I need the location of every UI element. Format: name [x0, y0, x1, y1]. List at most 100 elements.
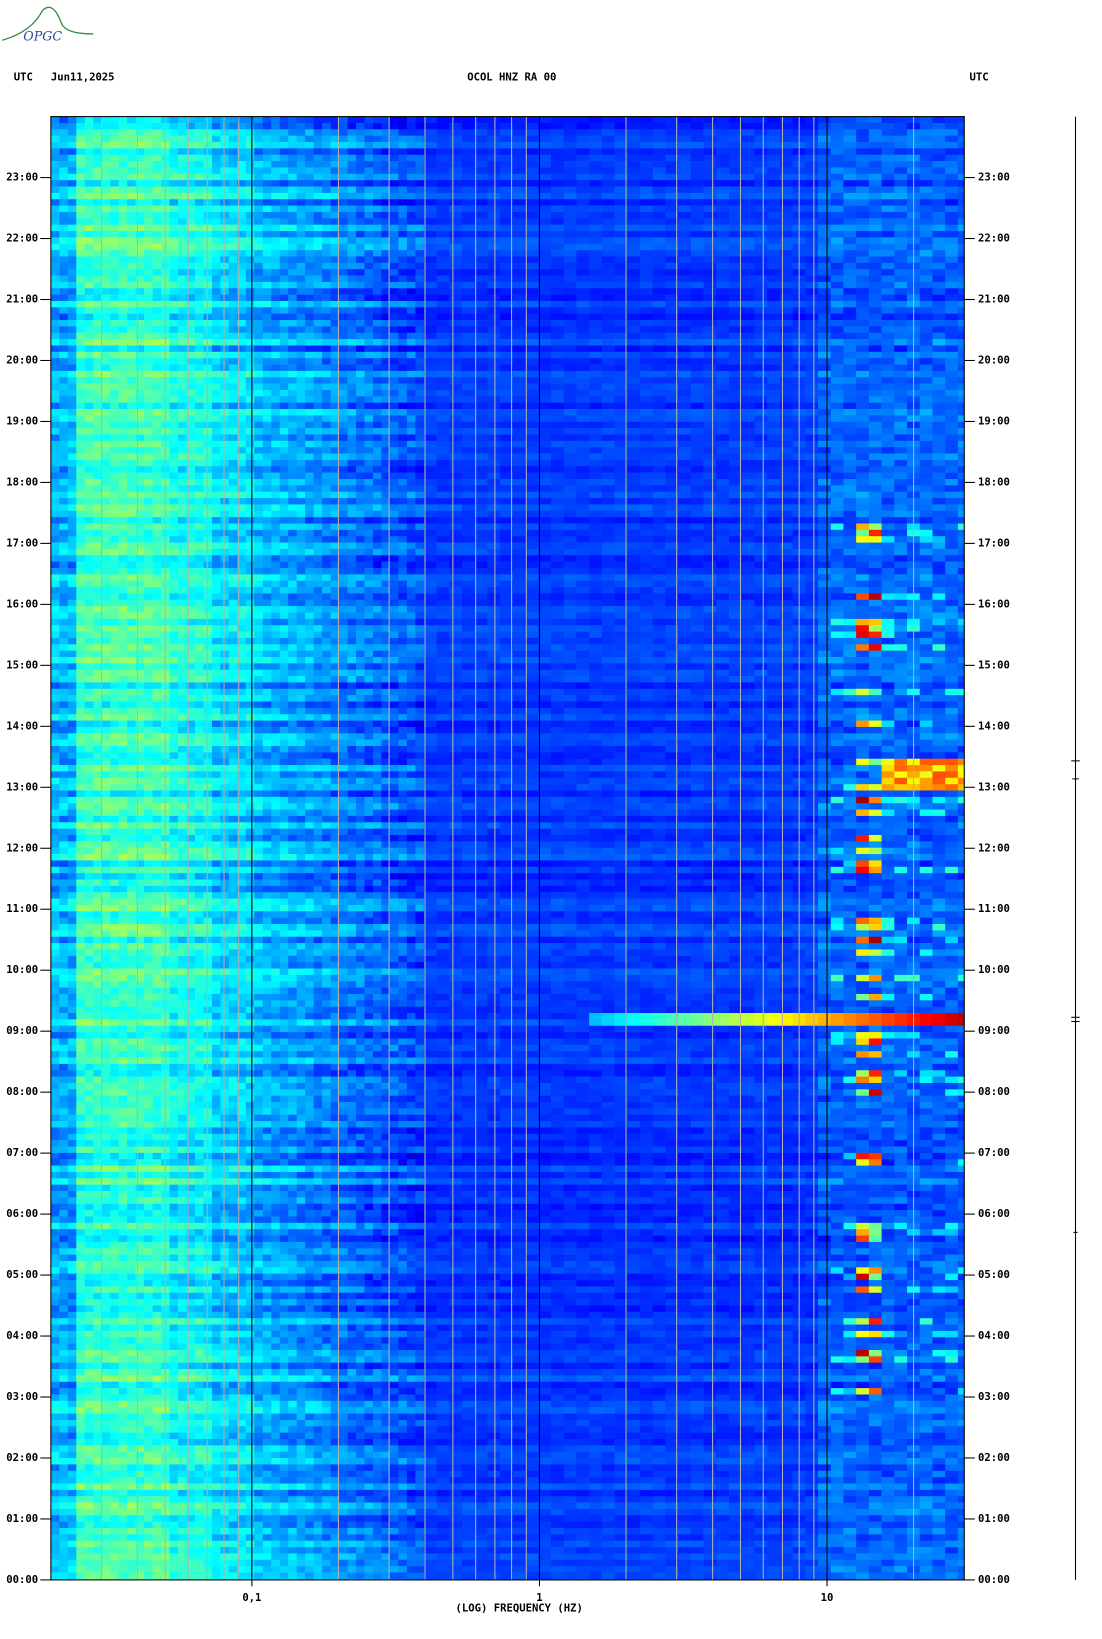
spectrogram-cell: [818, 332, 832, 340]
spectrogram-cell: [487, 339, 501, 346]
spectrogram-cell: [76, 428, 86, 435]
spectrogram-cell: [627, 218, 641, 225]
spectrogram-cell: [461, 307, 476, 315]
spectrogram-cell: [767, 122, 781, 130]
spectrogram-cell: [381, 275, 391, 283]
spectrogram-cell: [110, 383, 119, 391]
spectrogram-cell: [551, 326, 565, 334]
spectrogram-cell: [288, 148, 298, 156]
spectrogram-cell: [423, 173, 437, 181]
spectrogram-cell: [487, 256, 501, 264]
spectrogram-cell: [894, 351, 908, 359]
spectrogram-cell: [779, 224, 793, 232]
spectrogram-cell: [313, 415, 323, 423]
spectrogram-cell: [152, 231, 162, 238]
spectrogram-cell: [186, 478, 196, 486]
spectrogram-cell: [288, 351, 298, 359]
spectrogram-cell: [830, 396, 844, 404]
spectrogram-cell: [406, 224, 416, 232]
spectrogram-cell: [525, 173, 539, 181]
spectrogram-cell: [178, 250, 187, 257]
spectrogram-cell: [538, 186, 552, 194]
spectrogram-cell: [538, 167, 552, 175]
spectrogram-cell: [678, 300, 692, 308]
spectrogram-cell: [101, 345, 111, 353]
spectrogram-cell: [144, 231, 153, 238]
spectrogram-cell: [322, 428, 331, 435]
spectrogram-cell: [919, 262, 933, 270]
spectrogram-cell: [640, 320, 654, 327]
spectrogram-cell: [262, 332, 272, 340]
spectrogram-cell: [614, 459, 628, 467]
spectrogram-cell: [194, 396, 204, 404]
spectrogram-cell: [805, 421, 819, 429]
spectrogram-cell: [59, 440, 69, 448]
spectrogram-cell: [330, 466, 340, 473]
spectrogram-cell: [754, 434, 768, 442]
spectrogram-cell: [330, 440, 340, 448]
spectrogram-cell: [614, 161, 628, 168]
spectrogram-cell: [474, 148, 488, 156]
spectrogram-cell: [50, 167, 60, 175]
spectrogram-cell: [364, 135, 374, 143]
spectrogram-cell: [372, 173, 382, 181]
spectrogram-cell: [563, 402, 577, 410]
spectrogram-cell: [245, 281, 255, 289]
spectrogram-cell: [186, 199, 196, 206]
spectrogram-cell: [211, 440, 221, 448]
spectrogram-cell: [169, 142, 179, 149]
spectrogram-cell: [415, 262, 425, 270]
spectrogram-cell: [118, 300, 128, 308]
spectrogram-cell: [381, 383, 391, 391]
spectrogram-cell: [110, 447, 119, 454]
spectrogram-cell: [538, 262, 552, 270]
spectrogram-cell: [767, 421, 781, 429]
spectrogram-cell: [59, 326, 69, 334]
spectrogram-cell: [652, 250, 666, 257]
spectrogram-cell: [228, 421, 238, 429]
spectrogram-cell: [703, 307, 717, 315]
spectrogram-cell: [881, 218, 895, 225]
spectrogram-cell: [919, 440, 933, 448]
spectrogram-cell: [690, 383, 704, 391]
spectrogram-cell: [305, 300, 314, 308]
spectrogram-cell: [589, 256, 603, 264]
spectrogram-cell: [741, 472, 755, 480]
spectrogram-cell: [525, 135, 539, 143]
spectrogram-cell: [271, 262, 281, 270]
spectrogram-cell: [228, 167, 238, 175]
spectrogram-cell: [220, 231, 230, 238]
spectrogram-cell: [59, 307, 69, 315]
spectrogram-cell: [110, 167, 119, 175]
spectrogram-cell: [525, 250, 539, 257]
spectrogram-cell: [563, 154, 577, 162]
spectrogram-cell: [322, 326, 331, 334]
spectrogram-cell: [144, 332, 153, 340]
spectrogram-cell: [512, 307, 526, 315]
spectrogram-cell: [211, 377, 221, 384]
spectrogram-cell: [525, 237, 539, 245]
spectrogram-cell: [67, 332, 77, 340]
spectrogram-cell: [169, 370, 179, 378]
spectrogram-cell: [101, 231, 111, 238]
spectrogram-cell: [856, 402, 870, 410]
spectrogram-cell: [665, 370, 679, 378]
spectrogram-cell: [398, 351, 408, 359]
spectrogram-cell: [347, 243, 357, 251]
spectrogram-cell: [144, 116, 153, 124]
spectrogram-cell: [313, 199, 323, 206]
spectrogram-cell: [364, 466, 374, 473]
spectrogram-cell: [110, 288, 119, 295]
spectrogram-cell: [652, 122, 666, 130]
spectrogram-cell: [436, 237, 450, 245]
spectrogram-cell: [627, 250, 641, 257]
spectrogram-cell: [881, 326, 895, 334]
spectrogram-cell: [347, 466, 357, 473]
spectrogram-cell: [127, 478, 136, 486]
spectrogram-cell: [211, 218, 221, 225]
spectrogram-cell: [474, 434, 488, 442]
spectrogram-cell: [415, 389, 425, 397]
spectrogram-cell: [538, 428, 552, 435]
spectrogram-cell: [279, 440, 289, 448]
spectrogram-cell: [93, 396, 103, 404]
